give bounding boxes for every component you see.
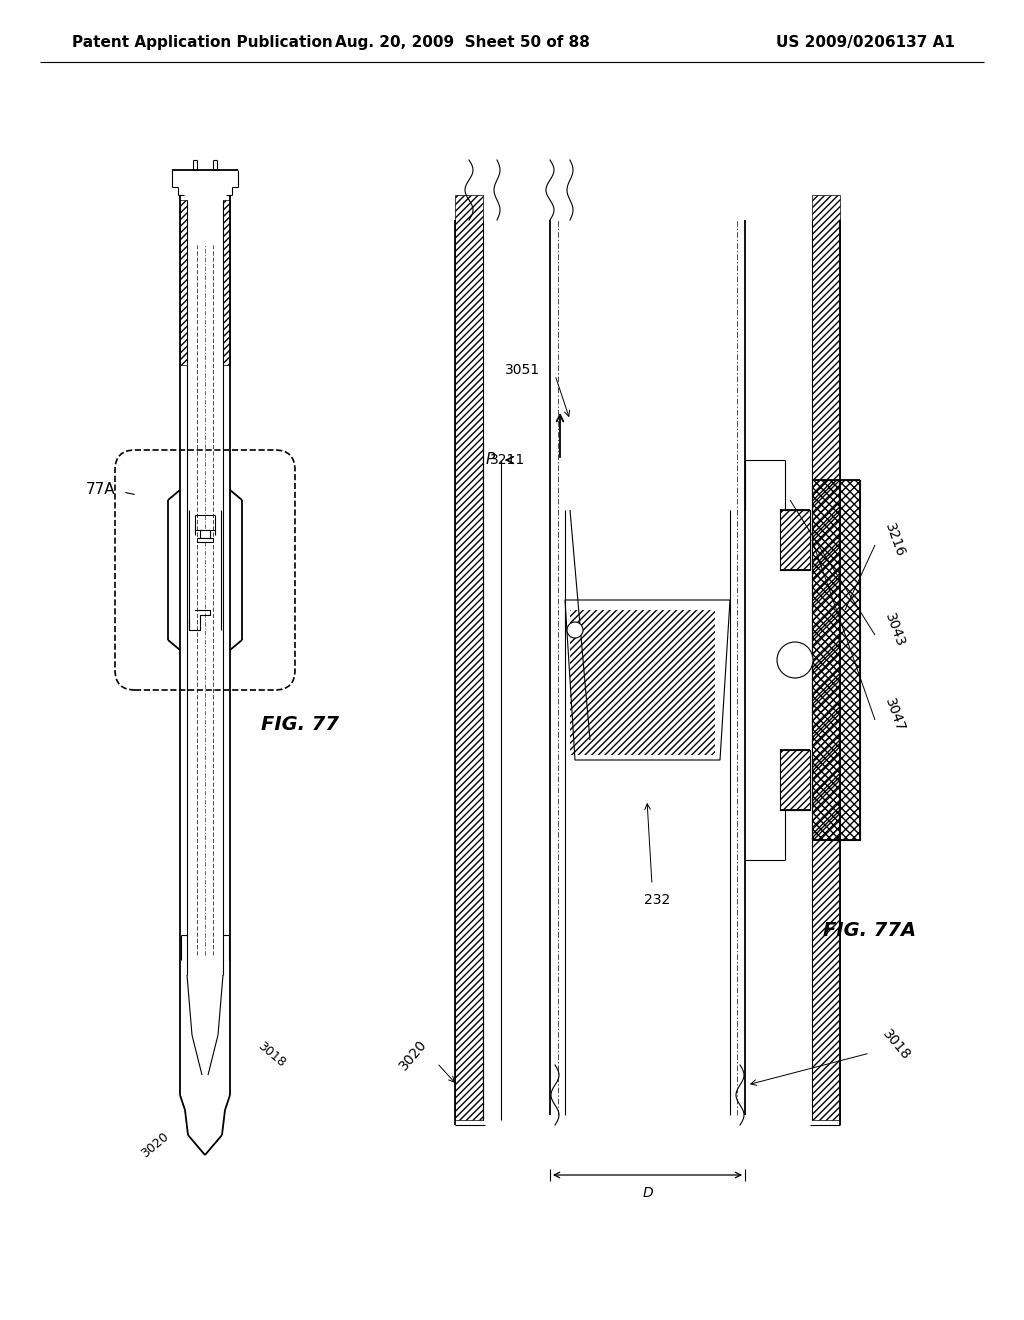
Circle shape bbox=[567, 622, 583, 638]
Bar bbox=[812, 195, 840, 1119]
Text: Patent Application Publication: Patent Application Publication bbox=[72, 34, 333, 49]
Bar bbox=[223, 201, 230, 366]
Text: 3018: 3018 bbox=[255, 1040, 288, 1071]
Bar bbox=[780, 510, 810, 570]
Bar bbox=[812, 480, 860, 840]
Circle shape bbox=[777, 642, 813, 678]
Text: FIG. 77: FIG. 77 bbox=[261, 715, 339, 734]
Text: US 2009/0206137 A1: US 2009/0206137 A1 bbox=[776, 34, 955, 49]
Text: FIG. 77A: FIG. 77A bbox=[823, 920, 916, 940]
Text: 3211: 3211 bbox=[489, 453, 525, 467]
Text: 3216: 3216 bbox=[882, 521, 907, 558]
Bar bbox=[180, 201, 187, 366]
Text: 3018: 3018 bbox=[880, 1027, 913, 1063]
Text: 3047: 3047 bbox=[882, 696, 907, 734]
Text: 3020: 3020 bbox=[138, 1130, 171, 1160]
Bar bbox=[197, 539, 213, 543]
Text: D: D bbox=[642, 1185, 653, 1200]
Text: 3020: 3020 bbox=[396, 1038, 430, 1073]
Bar bbox=[200, 531, 210, 539]
Bar bbox=[455, 195, 483, 1119]
Text: 77A: 77A bbox=[85, 483, 115, 498]
Text: Aug. 20, 2009  Sheet 50 of 88: Aug. 20, 2009 Sheet 50 of 88 bbox=[335, 34, 590, 49]
Bar bbox=[780, 750, 810, 810]
Text: 232: 232 bbox=[644, 894, 670, 907]
Text: P: P bbox=[485, 453, 495, 467]
Text: 3043: 3043 bbox=[882, 611, 907, 649]
Text: 3051: 3051 bbox=[505, 363, 540, 378]
Bar bbox=[570, 610, 715, 755]
